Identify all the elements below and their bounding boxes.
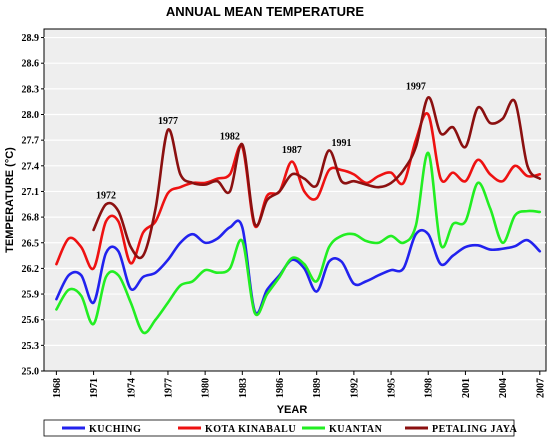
y-tick-label: 25.3 [22,341,40,352]
y-tick-label: 28.9 [22,33,40,44]
x-tick-label: 2001 [461,378,472,398]
series-line-petaling-jaya [92,96,542,260]
y-tick-label: 26.2 [22,264,40,275]
annotations: 1972 1977 1982 1987 1991 1997 [96,82,426,202]
chart-title: ANNUAL MEAN TEMPERATURE [166,4,364,19]
legend-label-petaling-jaya: PETALING JAYA [432,424,518,435]
y-tick-label: 25.9 [22,290,40,301]
y-tick-label: 26.5 [22,238,40,249]
x-tick-label: 2007 [535,378,546,398]
x-axis-label: YEAR [277,404,308,416]
series-lines [55,96,542,335]
legend-box [43,419,515,437]
x-axis-ticks: 1968 1971 1974 1977 1980 1983 1986 1989 1992 1995… [52,371,546,398]
annotation-label: 1972 [96,190,116,201]
x-tick-label: 1989 [312,378,323,398]
annotation-label: 1987 [282,145,302,156]
legend-label-kuching: KUCHING [89,424,141,435]
y-axis-ticks: 25.0 25.3 25.6 25.9 26.2 26.5 26.8 27.1 27.4 27.7… [22,33,44,378]
grid-lines [44,36,546,346]
series-line-kuching [55,219,542,315]
x-tick-label: 1974 [126,378,137,398]
x-tick-label: 1977 [163,378,174,398]
y-tick-label: 27.1 [22,187,40,198]
y-tick-label: 25.6 [22,315,40,326]
x-tick-label: 1968 [52,378,63,398]
x-tick-label: 1995 [387,378,398,398]
annotation-label: 1982 [220,131,240,142]
y-tick-label: 27.7 [22,136,40,147]
x-tick-label: 1980 [201,378,212,398]
y-axis-label: TEMPERATURE (°C) [4,147,16,253]
annotation-label: 1977 [158,116,178,127]
y-tick-label: 25.0 [22,367,40,378]
x-tick-label: 1986 [275,378,286,398]
y-tick-label: 28.3 [22,84,40,95]
x-tick-label: 1983 [238,378,249,398]
annotation-label: 1991 [331,138,351,149]
series-line-kuantan [55,151,542,335]
plot-area [43,28,547,372]
annotation-label: 1997 [406,82,426,93]
x-tick-label: 1992 [349,378,360,398]
y-tick-label: 26.8 [22,213,40,224]
legend: KUCHING KOTA KINABALU KUANTAN PETALING JAYA [43,419,518,437]
y-tick-label: 27.4 [22,161,40,172]
x-tick-label: 2004 [498,378,509,398]
y-tick-label: 28.6 [22,59,40,70]
y-tick-label: 28.0 [22,110,40,121]
x-tick-label: 1971 [89,378,100,398]
legend-label-kota-kinabalu: KOTA KINABALU [205,424,296,435]
x-tick-label: 1998 [424,378,435,398]
legend-label-kuantan: KUANTAN [329,424,383,435]
